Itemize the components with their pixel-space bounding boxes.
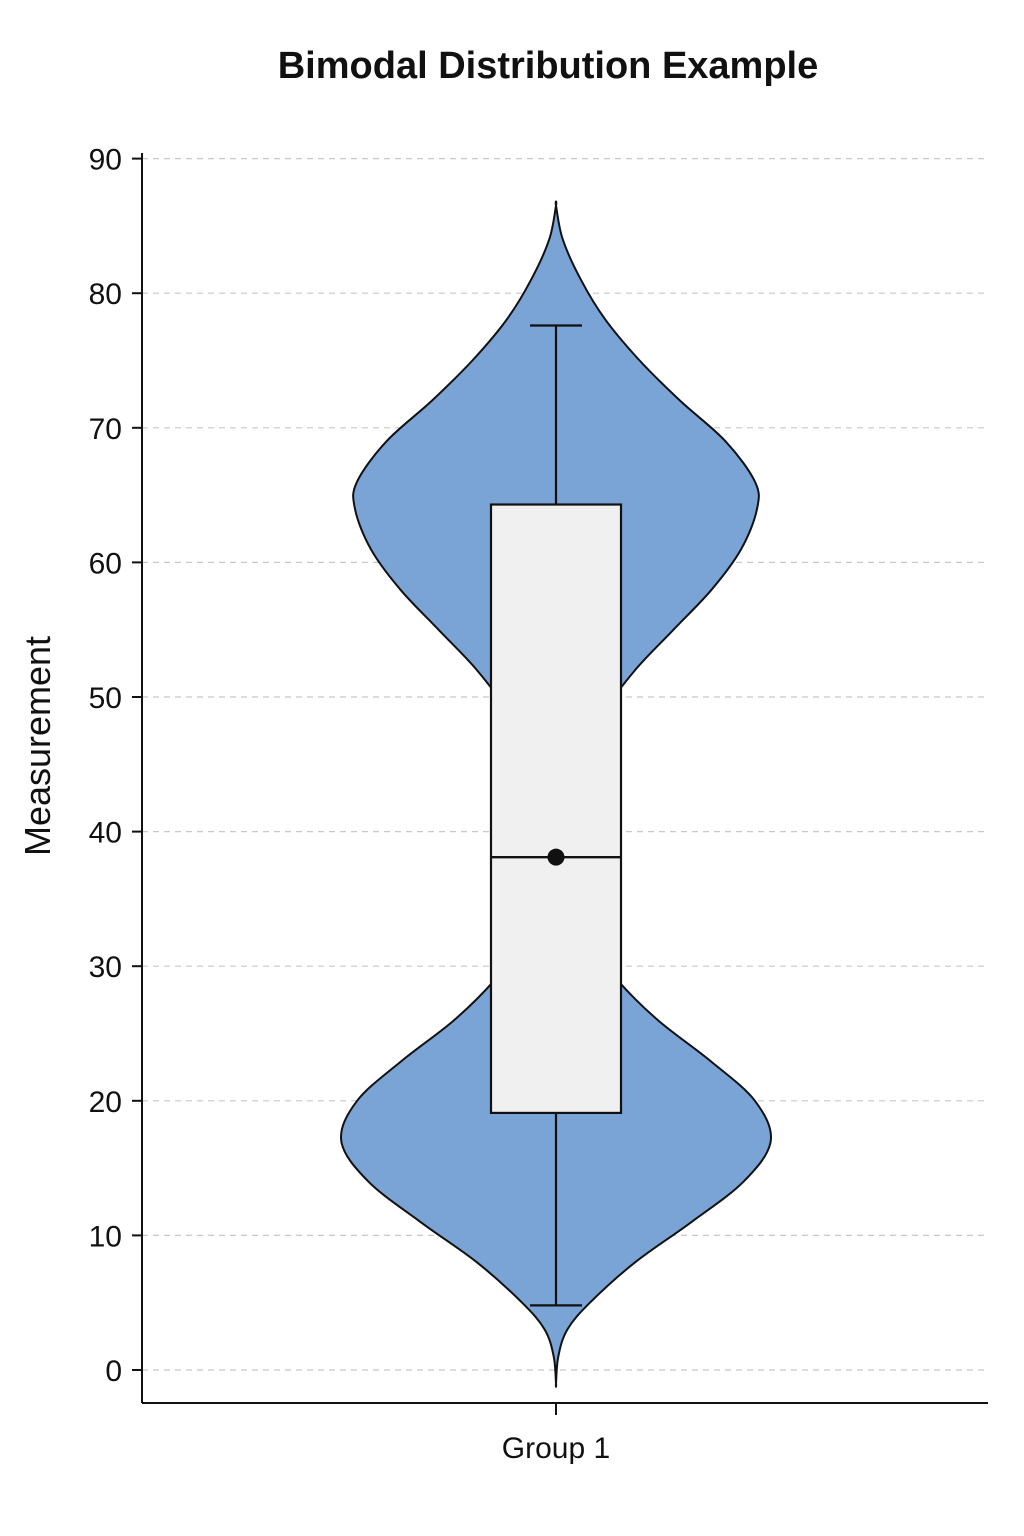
y-tick-label-0: 0 xyxy=(105,1355,122,1388)
chart-title: Bimodal Distribution Example xyxy=(278,45,819,87)
x-tick-label-0: Group 1 xyxy=(502,1432,610,1465)
y-tick-label-50: 50 xyxy=(89,682,122,715)
y-tick-label-20: 20 xyxy=(89,1086,122,1119)
y-tick-label-90: 90 xyxy=(89,144,122,177)
mean-marker xyxy=(547,848,565,866)
y-tick-label-40: 40 xyxy=(89,817,122,850)
y-tick-label-70: 70 xyxy=(89,413,122,446)
y-axis-label: Measurement xyxy=(17,636,58,856)
iqr-box xyxy=(489,503,623,1115)
axes: 0 10 20 30 40 50 60 70 80 90 Group 1 xyxy=(89,144,988,1465)
y-tick-label-10: 10 xyxy=(89,1220,122,1253)
y-tick-label-60: 60 xyxy=(89,547,122,580)
y-tick-label-30: 30 xyxy=(89,951,122,984)
box-plot xyxy=(489,324,623,1307)
y-tick-label-80: 80 xyxy=(89,278,122,311)
